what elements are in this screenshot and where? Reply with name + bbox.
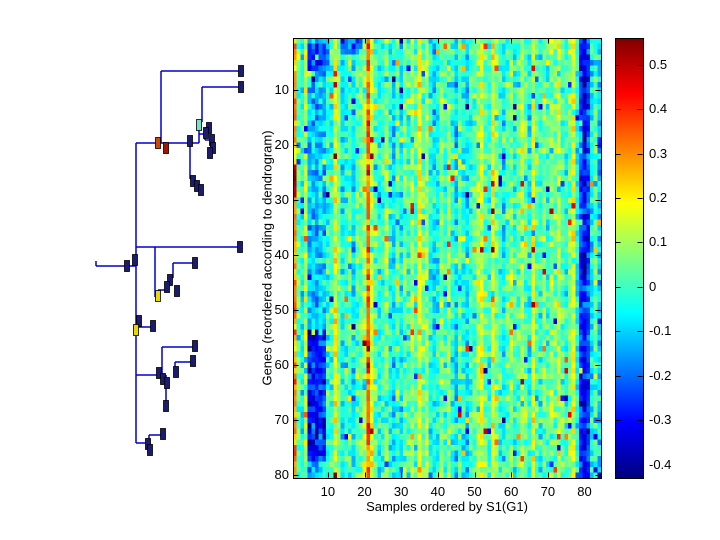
dendrogram-leaf-marker <box>174 285 180 297</box>
y-tick-label: 70 <box>274 412 289 428</box>
colorbar-tick-label: -0.4 <box>649 456 672 472</box>
colorbar <box>615 38 643 478</box>
dendrogram-node-marker <box>133 324 139 336</box>
dendrogram-leaf-marker <box>132 254 138 266</box>
y-tick-label: 80 <box>274 467 289 483</box>
dendrogram-leaf-marker <box>136 315 142 327</box>
dendrogram-leaf-marker <box>145 438 151 450</box>
dendrogram-leaf-marker <box>160 428 166 440</box>
dendrogram-leaf-marker <box>187 135 193 147</box>
y-tick-label: 20 <box>274 137 289 153</box>
dendrogram-leaf-marker <box>124 260 130 272</box>
dendrogram-leaf-marker <box>198 184 204 196</box>
dendrogram-leaf-marker <box>150 320 156 332</box>
dendrogram-leaf-marker <box>160 373 166 385</box>
y-tick-label: 10 <box>274 82 289 98</box>
y-tick-label: 50 <box>274 302 289 318</box>
colorbar-tick-label: -0.3 <box>649 412 672 428</box>
x-tick-label: 20 <box>357 484 372 499</box>
dendrogram-leaf-marker <box>192 340 198 352</box>
y-axis-label: Genes (reordered according to dendrogram… <box>259 130 275 386</box>
x-tick-label: 30 <box>393 484 409 499</box>
dendrogram-leaf-marker <box>194 180 200 192</box>
x-tick-label: 50 <box>467 484 482 499</box>
colorbar-tick-label: 0.1 <box>649 234 668 250</box>
dendrogram-leaf-marker <box>207 147 213 159</box>
dendrogram-leaf-marker <box>206 122 212 134</box>
colorbar-tick-label: -0.2 <box>649 367 672 383</box>
dendrogram-node-marker <box>155 290 161 302</box>
dendrogram-leaf-marker <box>237 241 243 253</box>
colorbar-tick-label: 0.4 <box>649 101 668 117</box>
y-tick-label: 30 <box>274 192 289 208</box>
y-tick-label: 60 <box>274 357 289 373</box>
heatmap <box>293 38 601 478</box>
dendrogram-leaf-marker <box>173 366 179 378</box>
dendrogram-leaf-marker <box>203 127 209 139</box>
dendrogram-leaf-marker <box>163 400 169 412</box>
dendrogram-leaf-marker <box>190 175 196 187</box>
dendrogram-node-marker <box>155 137 161 149</box>
dendrogram-leaf-marker <box>167 274 173 286</box>
dendrogram-node-marker <box>196 119 202 131</box>
dendrogram-leaf-marker <box>209 134 215 146</box>
dendrogram-leaf-marker <box>238 65 244 77</box>
dendrogram-leaf-marker <box>164 281 170 293</box>
dendrogram-leaf-marker <box>210 142 216 154</box>
colorbar-tick-label: 0.2 <box>649 190 668 205</box>
x-axis-label: Samples ordered by S1(G1) <box>366 499 528 514</box>
colorbar-tick-label: 0 <box>649 278 657 294</box>
colorbar-tick-label: 0.3 <box>649 145 668 161</box>
x-tick-label: 70 <box>540 484 556 499</box>
dendrogram-node-marker <box>163 142 169 154</box>
dendrogram-leaf-marker <box>164 377 170 389</box>
colorbar-tick-label: -0.1 <box>649 323 672 339</box>
y-tick-label: 40 <box>274 247 289 263</box>
x-tick-label: 60 <box>503 484 519 499</box>
x-tick-label: 40 <box>430 484 446 499</box>
colorbar-tick-label: 0.5 <box>649 56 668 72</box>
dendrogram-leaf-marker <box>190 355 196 367</box>
dendrogram-leaf-marker <box>238 81 244 93</box>
dendrogram-leaf-marker <box>156 367 162 379</box>
dendrogram-leaf-marker <box>147 444 153 456</box>
x-tick-label: 10 <box>320 484 336 499</box>
x-tick-label: 80 <box>577 484 592 499</box>
dendrogram-leaf-marker <box>192 257 198 269</box>
